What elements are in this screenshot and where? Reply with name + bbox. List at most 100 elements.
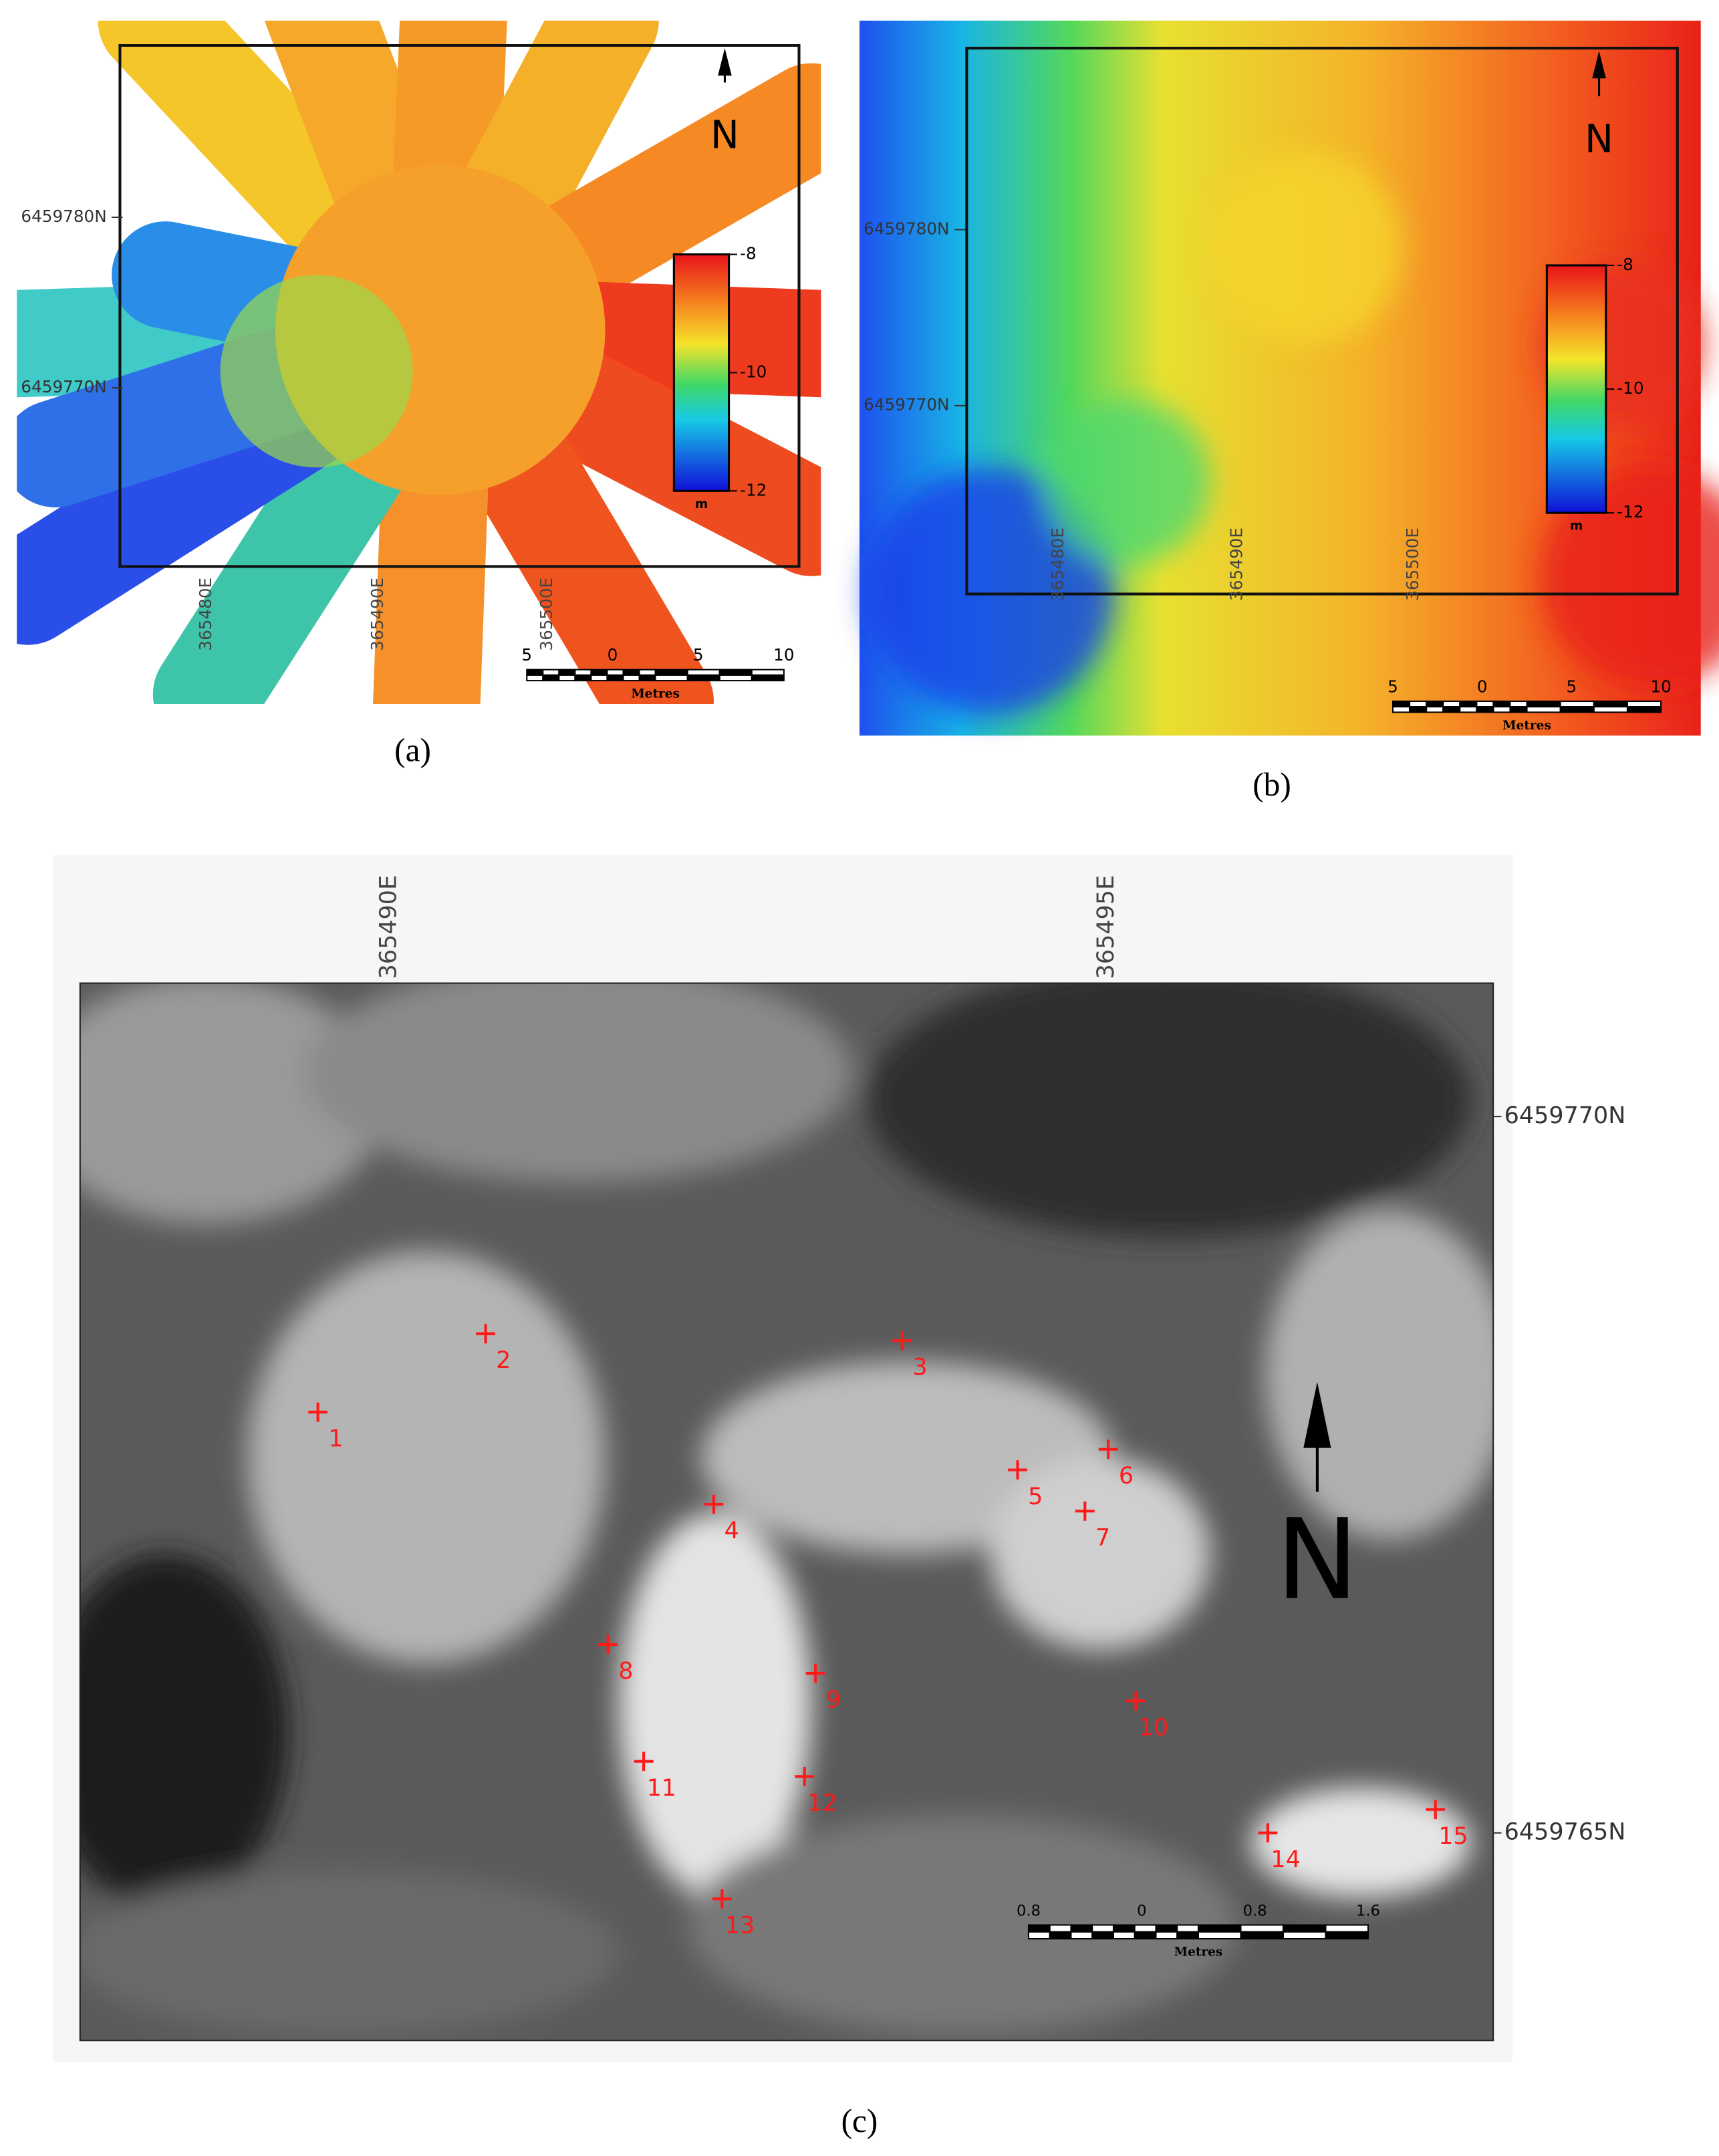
scale-bar-segment bbox=[1176, 1931, 1200, 1940]
colorbar-label: -12 bbox=[1617, 502, 1643, 521]
point-marker bbox=[634, 1752, 654, 1772]
scale-bar-segment bbox=[1197, 1931, 1242, 1940]
scale-bar-segment bbox=[686, 674, 720, 682]
point-marker bbox=[1126, 1691, 1146, 1711]
scale-label: 5 bbox=[1567, 677, 1577, 696]
depth-patch bbox=[866, 467, 1114, 715]
easting-label: 365480E bbox=[1048, 527, 1067, 601]
scale-bar-segment bbox=[1155, 1931, 1178, 1940]
scale-label: 10 bbox=[1650, 677, 1671, 696]
scale-label: 0.8 bbox=[1243, 1902, 1267, 1919]
scale-bar-segment bbox=[1049, 1924, 1072, 1933]
point-marker bbox=[598, 1635, 618, 1655]
scale-bar-segment bbox=[1492, 700, 1511, 708]
northing-label: 6459780N bbox=[21, 207, 106, 226]
easting-label: 365500E bbox=[1403, 527, 1422, 601]
panel-caption: (a) bbox=[394, 731, 431, 768]
terrain-patch bbox=[619, 1512, 812, 1898]
terrain-patch bbox=[80, 1554, 289, 1911]
scale-bar-segment bbox=[1509, 706, 1528, 713]
point-marker bbox=[1258, 1823, 1278, 1843]
easting-label: 365500E bbox=[537, 578, 556, 651]
terrain-patch bbox=[866, 983, 1472, 1238]
scale-bar-segment bbox=[1509, 700, 1528, 708]
scale-bar-segment bbox=[1626, 706, 1662, 713]
point-label: 7 bbox=[1095, 1525, 1110, 1552]
scale-bar-segment bbox=[1091, 1931, 1115, 1940]
easting-label: 365480E bbox=[196, 578, 215, 651]
scale-bar-segment bbox=[1559, 700, 1595, 708]
scale-bar-segment bbox=[1049, 1931, 1072, 1940]
scale-bar-segment bbox=[606, 669, 624, 676]
scale-bar-segment bbox=[1325, 1924, 1369, 1933]
northing-label: 6459770N bbox=[864, 395, 949, 414]
scale-bar-segment bbox=[542, 669, 560, 676]
scale-bar-segment bbox=[1197, 1924, 1242, 1933]
scale-bar-segment bbox=[1325, 1931, 1369, 1940]
depth-patch bbox=[1540, 467, 1719, 688]
point-label: 5 bbox=[1028, 1483, 1043, 1510]
terrain-patch bbox=[247, 1251, 606, 1664]
point-marker bbox=[795, 1766, 815, 1786]
point-label: 6 bbox=[1119, 1463, 1134, 1489]
point-label: 9 bbox=[826, 1687, 841, 1713]
point-label: 1 bbox=[328, 1425, 343, 1452]
point-label: 4 bbox=[724, 1518, 739, 1544]
scale-label: 5 bbox=[521, 645, 532, 665]
colorbar-label: -12 bbox=[740, 480, 767, 499]
scale-bar-segment bbox=[1442, 700, 1461, 708]
scale-bar-segment bbox=[622, 669, 640, 676]
colorbar bbox=[672, 253, 731, 492]
map-texture bbox=[866, 151, 1719, 715]
scale-bar-segment bbox=[751, 669, 785, 676]
north-label: N bbox=[1585, 116, 1613, 161]
scale-unit: Metres bbox=[1174, 1945, 1223, 1959]
depth-patch bbox=[1045, 398, 1210, 564]
scale-bar-segment bbox=[1176, 1924, 1200, 1933]
scale-label: 5 bbox=[693, 645, 704, 665]
scale-bar-segment bbox=[1392, 700, 1411, 708]
map-frame bbox=[118, 43, 801, 568]
point-label: 13 bbox=[725, 1913, 755, 1939]
terrain-patch bbox=[80, 983, 386, 1224]
scale-unit: Metres bbox=[631, 687, 680, 701]
colorbar bbox=[1545, 264, 1607, 514]
point-marker bbox=[1098, 1439, 1118, 1459]
colorbar-label: -8 bbox=[1617, 255, 1633, 274]
point-marker bbox=[892, 1330, 912, 1350]
scale-bar-segment bbox=[654, 669, 688, 676]
point-label: 11 bbox=[647, 1775, 676, 1802]
terrain-patch bbox=[1265, 1210, 1494, 1540]
depth-patch bbox=[1210, 151, 1403, 344]
point-label: 2 bbox=[496, 1347, 511, 1374]
point-marker bbox=[476, 1324, 495, 1344]
scale-bar-segment bbox=[606, 674, 624, 682]
scale-bar-segment bbox=[1526, 700, 1561, 708]
point-marker bbox=[805, 1663, 825, 1683]
scale-bar-segment bbox=[1134, 1924, 1157, 1933]
scale-bar-segment bbox=[751, 674, 785, 682]
scale-bar-segment bbox=[686, 669, 720, 676]
scale-bar-segment bbox=[1112, 1924, 1136, 1933]
scale-label: 10 bbox=[773, 645, 794, 665]
terrain-patch bbox=[303, 983, 853, 1183]
scale-bar-segment bbox=[638, 674, 656, 682]
point-marker bbox=[712, 1889, 732, 1909]
scale-bar-segment bbox=[574, 674, 592, 682]
easting-label: 365490E bbox=[1227, 527, 1246, 601]
map-frame bbox=[79, 982, 1494, 2042]
scale-bar-segment bbox=[1476, 700, 1494, 708]
panel-caption: (c) bbox=[841, 2103, 878, 2139]
easting-label: 365495E bbox=[1093, 875, 1119, 979]
scale-bar-segment bbox=[718, 669, 753, 676]
scale-bar-segment bbox=[1240, 1931, 1285, 1940]
point-label: 10 bbox=[1139, 1714, 1168, 1741]
north-label: N bbox=[1276, 1495, 1359, 1625]
point-marker bbox=[1426, 1800, 1446, 1820]
easting-label: 365490E bbox=[368, 578, 387, 651]
scale-bar-segment bbox=[1409, 706, 1428, 713]
scale-bar-segment bbox=[590, 669, 608, 676]
scale-bar-segment bbox=[590, 674, 608, 682]
scale-bar-segment bbox=[1492, 706, 1511, 713]
